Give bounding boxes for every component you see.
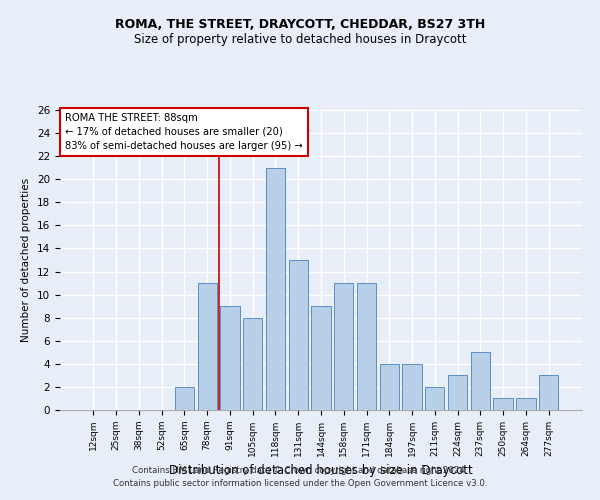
Bar <box>403 364 422 410</box>
Text: ROMA THE STREET: 88sqm
← 17% of detached houses are smaller (20)
83% of semi-det: ROMA THE STREET: 88sqm ← 17% of detached… <box>65 113 303 151</box>
Bar <box>289 260 308 410</box>
Bar <box>516 398 536 410</box>
Bar <box>425 387 445 410</box>
Bar <box>357 283 376 410</box>
Text: ROMA, THE STREET, DRAYCOTT, CHEDDAR, BS27 3TH: ROMA, THE STREET, DRAYCOTT, CHEDDAR, BS2… <box>115 18 485 30</box>
Bar <box>311 306 331 410</box>
Bar <box>448 376 467 410</box>
Text: Size of property relative to detached houses in Draycott: Size of property relative to detached ho… <box>134 32 466 46</box>
Bar <box>197 283 217 410</box>
Bar <box>243 318 262 410</box>
Bar <box>470 352 490 410</box>
Text: Contains HM Land Registry data © Crown copyright and database right 2024.
Contai: Contains HM Land Registry data © Crown c… <box>113 466 487 487</box>
X-axis label: Distribution of detached houses by size in Draycott: Distribution of detached houses by size … <box>169 464 473 477</box>
Bar <box>220 306 239 410</box>
Bar <box>334 283 353 410</box>
Bar <box>175 387 194 410</box>
Bar <box>539 376 558 410</box>
Bar <box>266 168 285 410</box>
Bar <box>380 364 399 410</box>
Y-axis label: Number of detached properties: Number of detached properties <box>22 178 31 342</box>
Bar <box>493 398 513 410</box>
